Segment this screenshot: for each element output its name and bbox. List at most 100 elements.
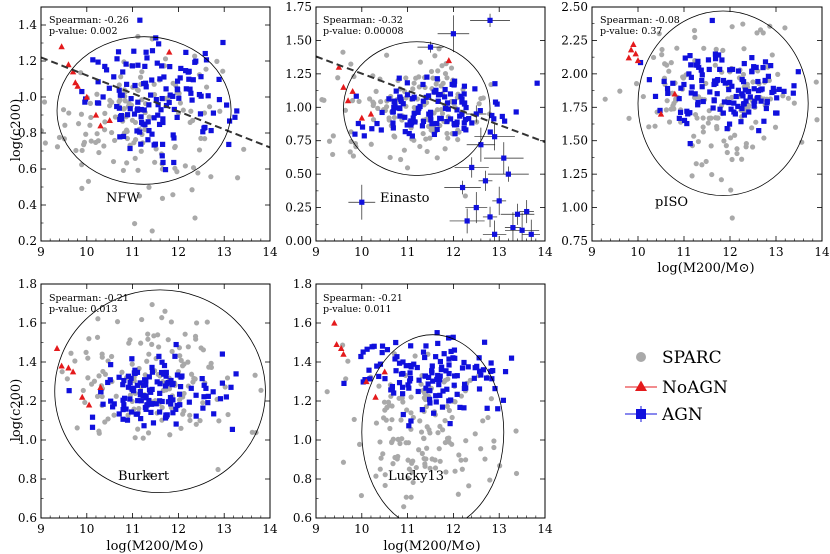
sparc-point <box>513 470 520 477</box>
agn-point <box>429 368 435 374</box>
sparc-point <box>401 147 407 153</box>
agn-point <box>121 402 127 408</box>
agn-point <box>192 59 198 65</box>
agn-point <box>116 87 122 93</box>
agn-point <box>670 80 676 86</box>
sparc-point <box>700 115 706 121</box>
sparc-point <box>142 372 148 378</box>
noagn-point <box>72 79 79 86</box>
agn-point <box>89 414 96 420</box>
x-tick-label: 9 <box>37 245 45 259</box>
sparc-point <box>204 319 210 325</box>
agn-point <box>360 349 366 355</box>
agn-point <box>392 103 398 109</box>
agn-point <box>157 381 163 387</box>
agn-point <box>114 56 120 62</box>
agn-point <box>393 368 399 374</box>
agn-point <box>117 134 123 140</box>
agn-point <box>211 411 217 417</box>
sparc-point <box>101 127 108 133</box>
agn-point <box>124 81 130 87</box>
agn-point <box>187 86 193 92</box>
agn-point <box>170 410 176 416</box>
agn-point <box>726 87 732 93</box>
agn-point <box>492 386 498 392</box>
agn-point <box>378 127 384 133</box>
agn-point <box>369 344 375 350</box>
agn-point <box>140 393 146 399</box>
sparc-point <box>472 431 478 437</box>
agn-point <box>755 88 762 94</box>
agn-point <box>137 129 143 135</box>
sparc-point <box>656 31 662 37</box>
agn-point <box>443 368 449 374</box>
agn-point <box>188 385 194 391</box>
agn-errorbar-point <box>501 155 507 161</box>
agn-point <box>770 85 776 91</box>
agn-errorbar-point <box>505 171 511 177</box>
sparc-point <box>191 375 197 381</box>
agn-point <box>374 120 380 127</box>
sparc-point <box>189 187 195 193</box>
y-tick-label: 0.00 <box>285 234 312 248</box>
agn-errorbar-point <box>450 31 456 37</box>
sparc-point <box>144 358 150 364</box>
agn-point <box>490 368 496 374</box>
agn-point <box>477 108 483 114</box>
agn-point <box>434 376 440 382</box>
sparc-point <box>345 358 351 364</box>
agn-point <box>437 373 443 379</box>
agn-point <box>171 135 177 141</box>
x-tick-label: 14 <box>814 245 830 259</box>
agn-point <box>763 105 769 112</box>
sparc-point <box>403 75 409 81</box>
panel-plot-area <box>316 13 545 241</box>
agn-point <box>170 93 176 99</box>
y-tick-label: 1.50 <box>561 134 588 148</box>
sparc-point <box>406 466 412 472</box>
sparc-point <box>81 142 87 148</box>
sparc-point <box>455 136 461 143</box>
agn-point <box>756 128 762 134</box>
agn-point <box>172 353 178 359</box>
agn-point <box>439 404 446 410</box>
sparc-point <box>206 364 212 370</box>
agn-point <box>731 100 737 106</box>
sparc-point <box>693 161 699 167</box>
sparc-point <box>348 129 354 135</box>
confidence-ellipse <box>56 36 232 185</box>
noagn-point <box>65 364 72 371</box>
sparc-point <box>392 134 398 140</box>
agn-point <box>133 411 139 417</box>
agn-point <box>427 400 433 406</box>
agn-point <box>391 390 397 396</box>
sparc-point <box>745 104 751 110</box>
agn-point <box>706 66 712 73</box>
sparc-point <box>430 75 436 81</box>
agn-point <box>154 60 160 66</box>
sparc-point <box>122 98 128 104</box>
sparc-point <box>456 452 462 458</box>
sparc-point <box>743 141 749 147</box>
x-tick-label: 10 <box>79 245 94 259</box>
agn-point <box>376 373 382 380</box>
noagn-point <box>630 41 637 48</box>
agn-point <box>341 380 347 387</box>
agn-point <box>216 96 223 103</box>
agn-point <box>461 359 467 366</box>
sparc-point <box>73 147 79 154</box>
agn-point <box>160 141 166 147</box>
sparc-point <box>417 418 423 424</box>
agn-point <box>138 416 144 422</box>
sparc-point <box>146 351 152 357</box>
x-tick-label: 12 <box>446 522 461 536</box>
agn-point <box>157 390 163 396</box>
sparc-point <box>664 98 670 104</box>
agn-point <box>116 374 122 380</box>
agn-point <box>124 417 131 423</box>
agn-point <box>377 361 384 367</box>
sparc-point <box>435 68 441 74</box>
agn-point <box>391 98 397 105</box>
y-tick-label: 1.25 <box>285 67 312 81</box>
agn-point <box>461 405 467 411</box>
